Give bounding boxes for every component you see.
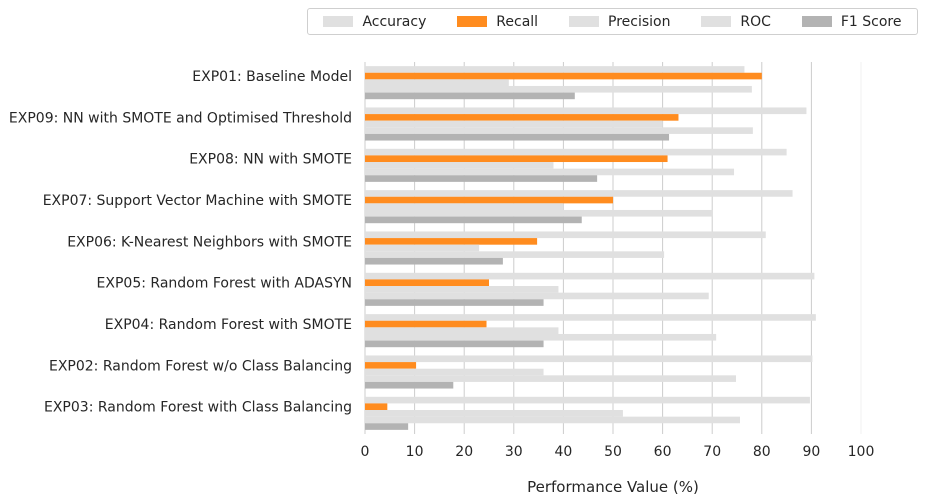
y-tick-labels: EXP01: Baseline Model EXP09: NN with SMOT… bbox=[9, 69, 352, 416]
x-tick-label: 70 bbox=[703, 444, 721, 460]
bar-roc bbox=[365, 168, 735, 176]
bar-recall bbox=[365, 196, 613, 204]
legend-item: F1 Score bbox=[801, 13, 902, 30]
bar-accuracy bbox=[365, 66, 745, 73]
legend: Accuracy Recall Precision ROC F1 Score bbox=[307, 8, 918, 35]
bar-precision bbox=[365, 244, 480, 252]
bar-accuracy bbox=[365, 272, 815, 280]
bar-precision bbox=[365, 203, 564, 210]
y-tick-label: EXP03: Random Forest with Class Balancin… bbox=[44, 400, 352, 416]
bar-f1-score bbox=[365, 299, 544, 306]
bar-recall bbox=[365, 238, 538, 245]
x-tick-label: 10 bbox=[406, 444, 424, 460]
bar-accuracy bbox=[365, 148, 787, 156]
bar-recall bbox=[365, 155, 668, 163]
bar-precision bbox=[365, 368, 544, 376]
bar-precision bbox=[365, 162, 554, 169]
bar-f1-score bbox=[365, 340, 544, 348]
y-tick-label: EXP02: Random Forest w/o Class Balancing bbox=[49, 358, 352, 374]
bar-precision bbox=[365, 327, 559, 334]
x-tick-label: 60 bbox=[654, 444, 672, 460]
bar-f1-score bbox=[365, 381, 454, 389]
bar-roc bbox=[365, 416, 740, 424]
bar-roc bbox=[365, 209, 713, 217]
x-tick-label: 30 bbox=[505, 444, 523, 460]
bar-roc bbox=[365, 127, 753, 134]
bar-precision bbox=[365, 79, 509, 86]
legend-swatch bbox=[701, 16, 732, 27]
y-tick-label: EXP01: Baseline Model bbox=[192, 69, 352, 85]
bar-f1-score bbox=[365, 92, 575, 100]
bar-roc bbox=[365, 251, 665, 258]
bar-f1-score bbox=[365, 133, 670, 141]
bar-accuracy bbox=[365, 396, 810, 404]
x-tick-label: 100 bbox=[848, 444, 875, 460]
legend-item: Precision bbox=[569, 14, 670, 30]
legend-label: ROC bbox=[740, 13, 771, 30]
y-tick-label: EXP04: Random Forest with SMOTE bbox=[105, 317, 352, 333]
legend-item: Accuracy bbox=[323, 14, 426, 30]
x-tick-label: 20 bbox=[455, 444, 473, 460]
bar-f1-score bbox=[365, 175, 598, 182]
legend-swatch bbox=[801, 16, 832, 27]
bar-accuracy bbox=[365, 355, 813, 363]
legend-swatch bbox=[457, 16, 488, 27]
y-tick-label: EXP09: NN with SMOTE and Optimised Thres… bbox=[9, 110, 352, 126]
legend-label: Precision bbox=[608, 13, 671, 30]
bar-roc bbox=[365, 85, 752, 93]
legend-item: Recall bbox=[457, 14, 538, 30]
y-tick-label: EXP08: NN with SMOTE bbox=[189, 152, 352, 168]
y-tick-label: EXP06: K-Nearest Neighbors with SMOTE bbox=[67, 234, 352, 250]
x-axis-label: Performance Value (%) bbox=[527, 478, 699, 496]
bar-recall bbox=[365, 362, 417, 369]
x-tick-label: 50 bbox=[604, 444, 622, 460]
bar-f1-score bbox=[365, 423, 409, 430]
bar-accuracy bbox=[365, 190, 793, 197]
bar-f1-score bbox=[365, 216, 582, 224]
legend-label: Recall bbox=[496, 13, 539, 30]
legend-label: Accuracy bbox=[362, 13, 427, 30]
legend-item: ROC bbox=[701, 14, 771, 30]
y-tick-label: EXP07: Support Vector Machine with SMOTE bbox=[43, 193, 352, 209]
bar-recall bbox=[365, 72, 762, 80]
bar-recall bbox=[365, 403, 388, 411]
bar-roc bbox=[365, 375, 737, 382]
x-tick-labels: 0 10 20 30 40 50 60 70 80 90 100 bbox=[361, 444, 875, 460]
legend-swatch bbox=[323, 16, 354, 27]
bar-recall bbox=[365, 114, 679, 121]
x-tick-label: 40 bbox=[554, 444, 572, 460]
y-tick-label: EXP05: Random Forest with ADASYN bbox=[97, 276, 352, 292]
bar-accuracy bbox=[365, 231, 766, 239]
bar-roc bbox=[365, 333, 717, 341]
bar-precision bbox=[365, 410, 623, 417]
bar-accuracy bbox=[365, 314, 816, 321]
bar-precision bbox=[365, 286, 559, 293]
x-tick-label: 90 bbox=[802, 444, 820, 460]
legend-swatch bbox=[569, 16, 599, 27]
bar-precision bbox=[365, 120, 663, 128]
bar-accuracy bbox=[365, 107, 807, 115]
x-tick-label: 0 bbox=[361, 444, 370, 460]
bars bbox=[365, 66, 816, 430]
legend-label: F1 Score bbox=[840, 13, 902, 30]
x-tick-label: 80 bbox=[753, 444, 771, 460]
bar-recall bbox=[365, 279, 489, 287]
bar-f1-score bbox=[365, 257, 503, 265]
bar-roc bbox=[365, 292, 709, 300]
bar-recall bbox=[365, 320, 487, 328]
